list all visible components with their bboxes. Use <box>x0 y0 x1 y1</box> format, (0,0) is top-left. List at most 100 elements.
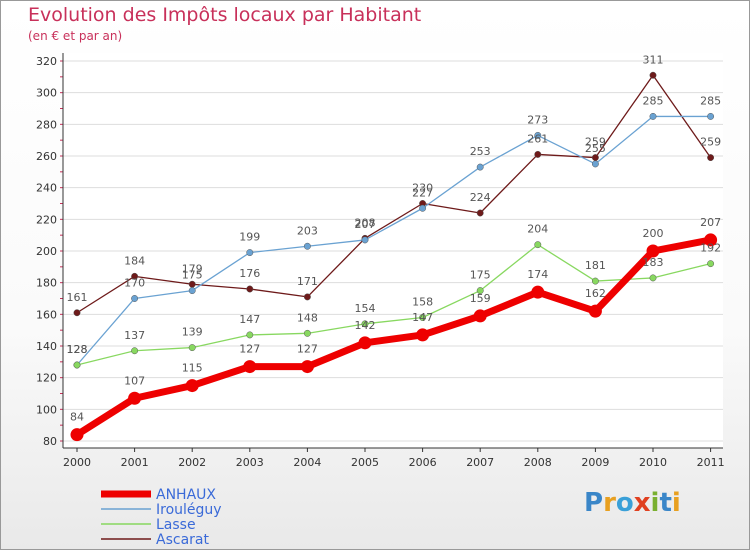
chart-subtitle: (en € et par an) <box>28 29 123 43</box>
data-label: 181 <box>585 259 606 272</box>
x-tick-label: 2004 <box>293 456 321 469</box>
data-point <box>358 336 372 350</box>
data-point <box>649 71 657 79</box>
data-label: 127 <box>297 343 318 356</box>
y-tick-label: 260 <box>36 150 57 163</box>
data-label: 127 <box>239 343 260 356</box>
y-tick-label: 200 <box>36 245 57 258</box>
data-point <box>531 285 545 299</box>
data-label: 171 <box>297 275 318 288</box>
data-label: 174 <box>527 268 548 281</box>
data-label: 175 <box>470 269 491 282</box>
data-point <box>416 328 430 342</box>
chart-title: Evolution des Impôts locaux par Habitant <box>28 4 422 26</box>
data-label: 285 <box>700 94 721 107</box>
data-point <box>70 428 84 442</box>
data-point <box>246 331 254 339</box>
data-point <box>246 249 254 257</box>
y-tick-label: 320 <box>36 55 57 68</box>
data-point <box>128 391 142 405</box>
data-label: 285 <box>643 94 664 107</box>
data-label: 192 <box>700 242 721 255</box>
data-label: 154 <box>355 302 376 315</box>
data-point <box>591 160 599 168</box>
data-point <box>303 293 311 301</box>
data-point <box>534 150 542 158</box>
y-tick-label: 140 <box>36 340 57 353</box>
data-point <box>73 361 81 369</box>
y-tick-label: 240 <box>36 182 57 195</box>
data-label: 170 <box>124 277 145 290</box>
logo-letter: t <box>659 488 672 518</box>
data-point <box>591 154 599 162</box>
x-tick-label: 2010 <box>639 456 667 469</box>
data-label: 179 <box>182 262 203 275</box>
data-label: 115 <box>182 362 203 375</box>
data-point <box>588 304 602 318</box>
data-point <box>419 314 427 321</box>
logo-letter: i <box>650 488 660 518</box>
x-tick-label: 2001 <box>121 456 149 469</box>
x-tick-label: 2009 <box>581 456 609 469</box>
data-point <box>73 309 81 317</box>
data-label: 107 <box>124 374 145 387</box>
data-label: 148 <box>297 311 318 324</box>
data-label: 84 <box>70 411 84 424</box>
legend-label: Ascarat <box>156 532 209 548</box>
x-tick-label: 2005 <box>351 456 379 469</box>
data-label: 139 <box>182 326 203 339</box>
data-point <box>188 344 196 352</box>
data-label: 253 <box>470 145 491 158</box>
y-tick-label: 220 <box>36 213 57 226</box>
y-tick-label: 180 <box>36 277 57 290</box>
data-label: 259 <box>700 136 721 149</box>
x-tick-label: 2006 <box>409 456 437 469</box>
data-point <box>185 379 199 393</box>
data-label: 175 <box>182 269 203 282</box>
data-point <box>707 260 715 268</box>
data-point <box>591 277 599 285</box>
logo-letter: o <box>615 488 634 518</box>
data-label: 227 <box>412 186 433 199</box>
data-point <box>361 320 369 328</box>
data-point <box>473 309 487 323</box>
data-point <box>649 112 657 120</box>
data-point <box>131 272 139 280</box>
data-label: 147 <box>239 313 260 326</box>
data-label: 208 <box>355 216 376 229</box>
data-point <box>707 154 715 162</box>
data-label: 199 <box>239 231 260 244</box>
data-label: 162 <box>585 287 606 300</box>
data-label: 128 <box>67 343 88 356</box>
x-tick-label: 2011 <box>697 456 725 469</box>
data-label: 203 <box>297 224 318 237</box>
data-point <box>300 360 314 374</box>
data-point <box>243 360 257 374</box>
series-line-lasse <box>76 244 711 366</box>
data-point <box>303 329 311 337</box>
series-line-irouléguy <box>76 115 711 366</box>
data-label: 184 <box>124 254 145 267</box>
y-tick-label: 300 <box>36 87 57 100</box>
data-point <box>131 347 139 355</box>
data-point <box>361 236 369 244</box>
data-label: 224 <box>470 191 491 204</box>
data-point <box>534 131 542 139</box>
logo-letter: r <box>603 488 616 518</box>
data-label: 159 <box>470 292 491 305</box>
data-point <box>188 280 196 288</box>
data-label: 158 <box>412 296 433 309</box>
data-label: 161 <box>67 291 88 304</box>
data-point <box>646 244 660 258</box>
data-label: 255 <box>585 142 606 155</box>
data-point <box>476 163 484 171</box>
data-label: 176 <box>239 267 260 280</box>
data-label: 204 <box>527 223 548 236</box>
legend-label: Lasse <box>156 517 196 533</box>
data-label: 261 <box>527 132 548 145</box>
legend-label: Irouléguy <box>156 502 222 518</box>
data-label: 273 <box>527 113 548 126</box>
data-point <box>707 112 715 120</box>
